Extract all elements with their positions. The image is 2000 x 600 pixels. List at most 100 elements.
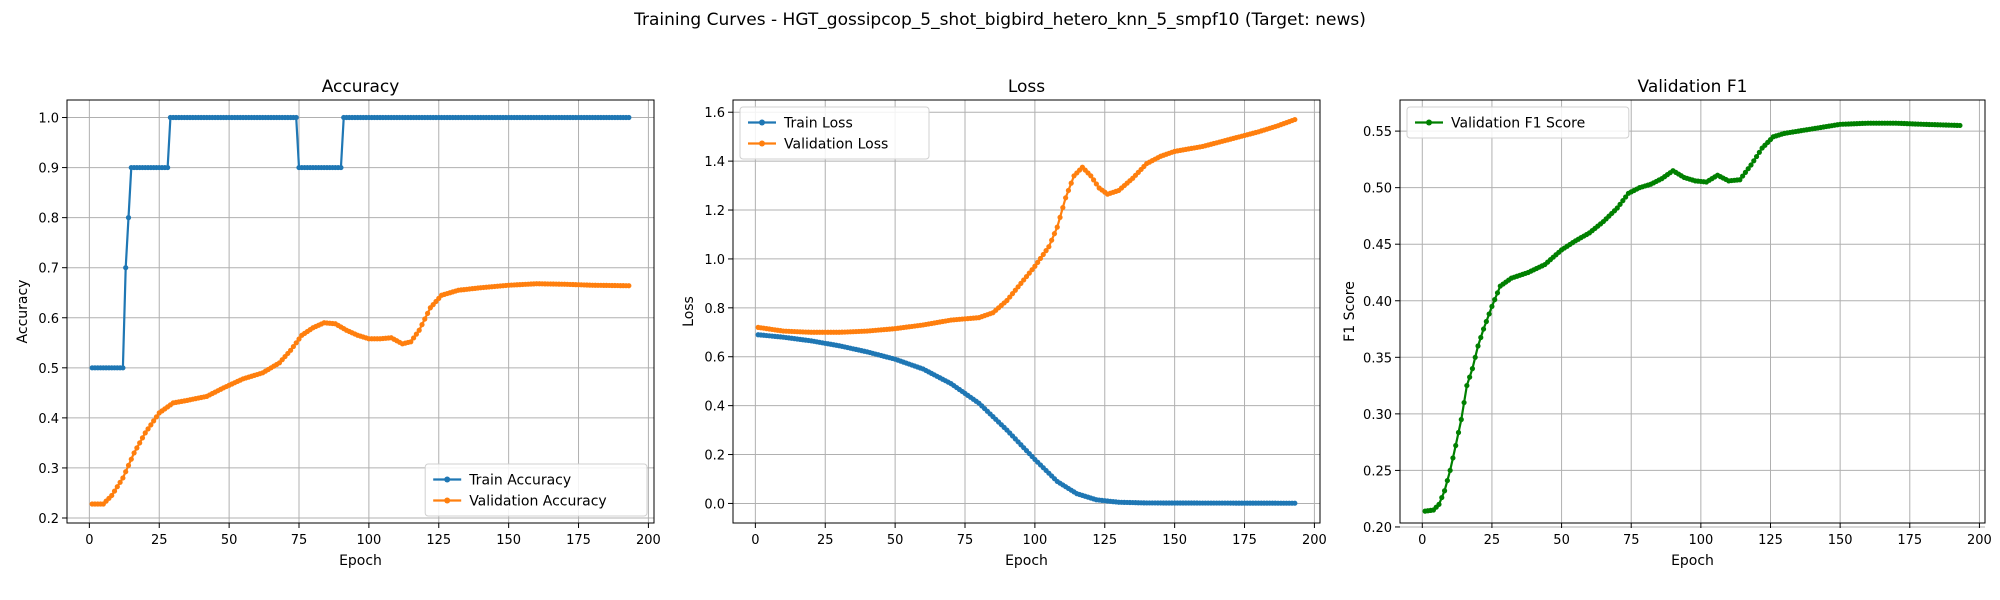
data-point xyxy=(1436,501,1442,507)
figure-suptitle: Training Curves - HGT_gossipcop_5_shot_b… xyxy=(633,10,1366,30)
data-point xyxy=(408,339,414,345)
y-tick-label: 0.50 xyxy=(1363,182,1392,197)
data-point xyxy=(1753,153,1760,160)
loss-x-axis: 0 25 50 75 100 125 150 175 200 xyxy=(751,523,1327,548)
data-point xyxy=(1455,429,1462,436)
data-point xyxy=(145,426,151,432)
data-point xyxy=(1004,297,1010,304)
data-point xyxy=(296,336,302,342)
data-point xyxy=(1447,467,1453,474)
data-point xyxy=(1489,303,1495,310)
legend-marker xyxy=(1426,119,1432,126)
data-point xyxy=(411,335,417,341)
loss-grid xyxy=(733,100,1320,523)
data-point xyxy=(1745,166,1751,172)
data-point xyxy=(293,114,299,121)
data-point xyxy=(1492,297,1498,303)
x-tick-label: 200 xyxy=(1967,533,1992,548)
chart-panels: 0 25 50 75 100 125 150 175 200 0.2 0.3 0.4 0.5 0.6 0.7… xyxy=(15,77,1992,569)
data-point xyxy=(290,343,297,350)
loss-axes-frame xyxy=(732,99,1321,524)
data-point xyxy=(1043,248,1049,254)
legend-marker xyxy=(759,119,765,126)
accuracy-x-axis: 0 25 50 75 100 125 150 175 200 xyxy=(85,523,661,548)
data-point xyxy=(123,265,129,271)
data-point xyxy=(1065,187,1072,194)
data-point xyxy=(1090,177,1097,183)
data-point xyxy=(1614,205,1620,211)
x-tick-label: 100 xyxy=(1022,533,1047,548)
data-point xyxy=(1453,442,1459,449)
y-tick-label: 0.5 xyxy=(38,362,59,377)
accuracy-x-axis-label: Epoch xyxy=(339,553,382,569)
validation-f1-legend: Validation F1 Score xyxy=(1406,106,1630,139)
data-point xyxy=(626,114,632,121)
data-point xyxy=(1093,181,1099,187)
y-tick-label: 0.4 xyxy=(38,412,59,427)
data-point xyxy=(1088,173,1094,179)
data-point xyxy=(1040,251,1046,258)
data-point xyxy=(1620,198,1626,204)
y-tick-label: 0.0 xyxy=(704,497,725,512)
y-tick-label: 0.20 xyxy=(1363,521,1392,536)
data-point xyxy=(1063,195,1069,201)
data-point xyxy=(1623,194,1629,200)
y-tick-label: 0.3 xyxy=(38,462,59,477)
data-point xyxy=(137,440,143,446)
legend-item-train-loss: Train Loss xyxy=(748,116,853,132)
loss-title: Loss xyxy=(1008,77,1045,97)
data-point xyxy=(1439,494,1445,501)
x-tick-label: 25 xyxy=(1484,533,1501,548)
y-tick-label: 0.4 xyxy=(704,400,725,415)
data-point xyxy=(1461,399,1467,406)
accuracy-axes-frame xyxy=(66,99,655,524)
data-point xyxy=(1467,374,1473,380)
x-tick-label: 175 xyxy=(566,533,591,548)
data-point xyxy=(1475,343,1481,349)
legend-marker xyxy=(444,497,451,504)
x-tick-label: 150 xyxy=(1162,533,1187,548)
loss-chart: 0 25 50 75 100 125 150 175 200 0.0 0.2 0.4 0.6 0.8 1.0… xyxy=(681,77,1327,569)
y-tick-label: 0.55 xyxy=(1363,125,1392,140)
data-point xyxy=(1478,334,1484,341)
x-tick-label: 50 xyxy=(1553,533,1570,548)
data-point xyxy=(1469,366,1476,372)
data-point xyxy=(1494,290,1501,296)
x-tick-label: 125 xyxy=(1092,533,1117,548)
x-tick-label: 50 xyxy=(221,533,238,548)
y-tick-label: 1.0 xyxy=(704,253,725,268)
validation-f1-x-axis-label: Epoch xyxy=(1671,553,1714,569)
y-tick-label: 0.25 xyxy=(1363,464,1392,479)
x-tick-label: 200 xyxy=(1302,533,1327,548)
legend-label: Validation Accuracy xyxy=(469,494,607,510)
legend-label: Validation F1 Score xyxy=(1451,116,1585,132)
validation-f1-plot-area xyxy=(1422,120,1963,514)
legend-label: Train Loss xyxy=(783,116,853,132)
validation-f1-x-axis: 0 25 50 75 100 125 150 175 200 xyxy=(1418,523,1992,548)
accuracy-legend: Train Accuracy Validation Accuracy xyxy=(424,463,648,517)
data-point xyxy=(1292,116,1298,123)
data-point xyxy=(134,445,140,451)
x-tick-label: 125 xyxy=(426,533,451,548)
x-tick-label: 175 xyxy=(1232,533,1257,548)
x-tick-label: 150 xyxy=(496,533,521,548)
data-point xyxy=(293,340,299,346)
y-tick-label: 1.4 xyxy=(704,155,725,170)
legend-box xyxy=(739,106,930,160)
data-point xyxy=(1742,169,1749,175)
data-point xyxy=(125,462,132,469)
x-tick-label: 0 xyxy=(751,533,759,548)
loss-x-axis-label: Epoch xyxy=(1005,553,1048,569)
data-point xyxy=(1035,259,1041,265)
data-point xyxy=(1756,149,1762,155)
data-point xyxy=(1023,273,1030,280)
data-point xyxy=(109,492,115,499)
accuracy-chart: 0 25 50 75 100 125 150 175 200 0.2 0.3 0.4 0.5 0.6 0.7… xyxy=(15,77,661,569)
legend-item-train-accuracy: Train Accuracy xyxy=(433,473,571,489)
x-tick-label: 100 xyxy=(1688,533,1713,548)
legend-box xyxy=(1406,106,1630,139)
y-tick-label: 1.0 xyxy=(38,112,59,127)
accuracy-y-axis: 0.2 0.3 0.4 0.5 0.6 0.7 0.8 0.9 1.0 xyxy=(38,112,67,527)
data-point xyxy=(125,215,132,221)
